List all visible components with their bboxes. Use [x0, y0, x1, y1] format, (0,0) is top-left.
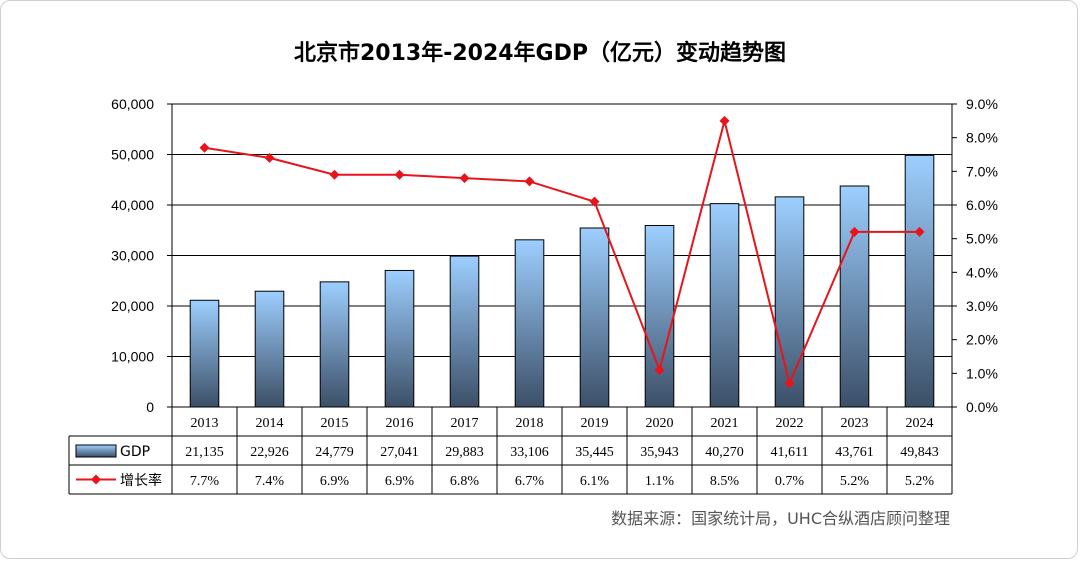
left-tick-label: 0	[146, 399, 154, 415]
growth-rate-point	[199, 142, 210, 153]
left-tick-label: 50,000	[111, 147, 154, 163]
growth-rate-point	[914, 226, 925, 237]
category-label: 2022	[776, 416, 804, 431]
right-tick-label: 4.0%	[966, 264, 998, 280]
category-label: 2023	[841, 416, 869, 431]
legend-gdp-swatch	[75, 444, 117, 458]
gdp-value-cell: 33,106	[510, 445, 549, 460]
gdp-bar	[449, 255, 480, 408]
gdp-bar	[904, 154, 935, 408]
gdp-value-cell: 22,926	[250, 445, 289, 460]
growth-rate-point	[784, 378, 795, 389]
gdp-value-cell: 49,843	[900, 445, 939, 460]
rate-value-cell: 6.7%	[515, 474, 545, 489]
category-label: 2019	[581, 416, 609, 431]
gdp-value-cell: 35,943	[640, 445, 679, 460]
rate-value-cell: 8.5%	[710, 474, 740, 489]
chart-title: 北京市2013年-2024年GDP（亿元）变动趋势图	[294, 40, 786, 66]
gridlines	[172, 154, 952, 357]
growth-rate-point	[654, 364, 665, 375]
category-label: 2018	[516, 416, 544, 431]
gdp-bar	[644, 224, 675, 408]
growth-rate-point	[394, 169, 405, 180]
rate-value-cell: 6.1%	[580, 474, 610, 489]
right-tick-label: 6.0%	[966, 197, 998, 213]
legend-gdp-label: GDP	[120, 444, 150, 460]
growth-rate-point	[264, 152, 275, 163]
gdp-value-cell: 24,779	[315, 445, 354, 460]
growth-rate-line	[204, 120, 920, 387]
right-tick-label: 2.0%	[966, 332, 998, 348]
rate-value-cell: 7.4%	[255, 474, 285, 489]
gdp-bar	[514, 239, 545, 408]
data-table: 2013 2014 2015 2016 2017 2018 2019 2020 2021 2022…	[68, 406, 953, 495]
growth-line	[199, 115, 925, 389]
category-label: 2024	[906, 416, 934, 431]
left-tick-label: 30,000	[111, 248, 154, 264]
right-tick-label: 9.0%	[966, 96, 998, 112]
gdp-value-cell: 40,270	[705, 445, 744, 460]
left-tick-label: 40,000	[111, 197, 154, 213]
left-tick-label: 10,000	[111, 349, 154, 365]
rate-value-cell: 7.7%	[190, 474, 220, 489]
source-note: 数据来源：国家统计局，UHC合纵酒店顾问整理	[611, 509, 950, 528]
gdp-value-cell: 43,761	[835, 445, 874, 460]
rate-value-cell: 6.8%	[450, 474, 480, 489]
gdp-bar	[384, 269, 415, 408]
gdp-bar	[709, 203, 740, 408]
gdp-bar	[774, 196, 805, 408]
growth-rate-point	[849, 226, 860, 237]
gdp-bar	[319, 281, 350, 408]
rate-value-cell: 0.7%	[775, 474, 805, 489]
category-label: 2015	[321, 416, 349, 431]
right-tick-label: 5.0%	[966, 231, 998, 247]
category-label: 2016	[386, 416, 414, 431]
gdp-bar	[254, 290, 285, 408]
right-tick-label: 0.0%	[966, 399, 998, 415]
rate-value-cell: 1.1%	[645, 474, 675, 489]
growth-rate-point	[329, 169, 340, 180]
legend-rate-marker	[91, 474, 101, 485]
gdp-value-cell: 41,611	[771, 445, 809, 460]
rate-value-cell: 6.9%	[320, 474, 350, 489]
legend-rate-label: 增长率	[120, 472, 162, 489]
left-axis: 0 10,000 20,000 30,000 40,000 50,000 60,000	[111, 96, 172, 415]
rate-value-cell: 5.2%	[840, 474, 870, 489]
gdp-value-cell: 21,135	[185, 445, 224, 460]
gdp-bars	[189, 154, 935, 408]
growth-rate-point	[524, 176, 535, 187]
right-tick-label: 1.0%	[966, 365, 998, 381]
gdp-value-cell: 27,041	[380, 445, 419, 460]
category-label: 2020	[646, 416, 674, 431]
category-label: 2021	[711, 416, 739, 431]
category-label: 2014	[256, 416, 284, 431]
growth-rate-point	[589, 196, 600, 207]
gdp-bar	[579, 227, 610, 408]
growth-rate-point	[459, 173, 470, 184]
gdp-value-cell: 29,883	[445, 445, 484, 460]
right-tick-label: 3.0%	[966, 298, 998, 314]
category-label: 2017	[451, 416, 479, 431]
left-tick-label: 20,000	[111, 298, 154, 314]
right-tick-label: 7.0%	[966, 163, 998, 179]
left-tick-label: 60,000	[111, 96, 154, 112]
growth-rate-point	[719, 115, 730, 126]
rate-value-cell: 5.2%	[905, 474, 935, 489]
gdp-bar	[839, 185, 870, 408]
gdp-bar	[189, 299, 220, 408]
rate-value-cell: 6.9%	[385, 474, 415, 489]
right-tick-label: 8.0%	[966, 130, 998, 146]
category-label: 2013	[191, 416, 219, 431]
gdp-value-cell: 35,445	[575, 445, 614, 460]
right-axis: 0.0% 1.0% 2.0% 3.0% 4.0% 5.0% 6.0% 7.0% 8.0% 9.0%	[952, 96, 998, 415]
